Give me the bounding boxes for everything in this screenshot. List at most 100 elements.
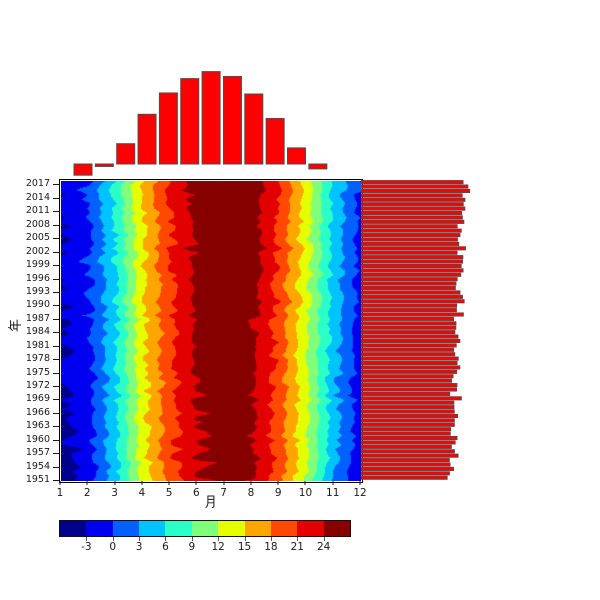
x-tick-label: 11: [326, 487, 340, 499]
legend-tick-mark: [165, 537, 167, 541]
legend-colorbar: [59, 520, 351, 537]
year-bar: [361, 255, 464, 260]
legend-color-cell: [165, 521, 192, 536]
legend-tick-mark: [191, 537, 193, 541]
year-bar: [361, 206, 466, 211]
xlabel-text: 月: [217, 495, 218, 496]
year-bar: [361, 462, 451, 467]
x-tick-label: 1: [56, 487, 64, 499]
year-bar: [361, 237, 458, 242]
y-tick-mark: [53, 399, 59, 401]
y-tick-mark: [53, 291, 59, 293]
year-bar: [361, 374, 454, 379]
x-tick-mark: [359, 481, 361, 485]
year-bar: [361, 400, 455, 405]
y-tick-mark: [53, 412, 59, 414]
y-tick-mark: [53, 345, 59, 347]
x-tick-label: 10: [298, 487, 313, 499]
month-bar: [137, 113, 157, 165]
year-bar: [361, 440, 456, 445]
year-bar: [361, 285, 456, 291]
year-bar: [361, 259, 463, 264]
legend-tick-mark: [244, 537, 246, 541]
year-bar: [361, 290, 461, 295]
year-bar: [361, 303, 458, 308]
x-tick-mark: [114, 481, 116, 485]
y-tick-label: 1993: [25, 285, 50, 297]
year-bar: [361, 413, 459, 419]
year-bar: [361, 435, 458, 441]
y-tick-mark: [53, 211, 59, 213]
year-bar: [361, 246, 466, 251]
year-bar: [361, 197, 466, 202]
x-tick-label: 4: [138, 487, 146, 499]
year-bar: [361, 321, 457, 326]
y-tick-label: 2008: [25, 218, 50, 230]
x-tick-mark: [195, 481, 197, 485]
y-tick-label: 1951: [25, 474, 50, 485]
x-tick-mark: [86, 481, 88, 485]
year-bar: [361, 422, 455, 427]
month-bar: [180, 78, 200, 165]
year-bar: [361, 202, 464, 207]
legend-color-cell: [218, 521, 245, 536]
legend-tick-mark: [270, 537, 272, 541]
year-bar: [361, 263, 462, 269]
year-bar: [361, 396, 462, 401]
y-tick-label: 1987: [25, 312, 50, 324]
y-tick-label: 1960: [25, 433, 50, 445]
x-tick-mark: [168, 481, 170, 485]
y-tick-label: 1984: [25, 326, 50, 338]
year-bar: [361, 272, 462, 277]
monthly-bar-chart: [73, 71, 328, 176]
legend-color-cell: [139, 521, 166, 536]
legend-tick-label: 18: [264, 541, 278, 553]
year-bar: [361, 347, 455, 352]
legend-tick-mark: [297, 537, 299, 541]
x-tick-mark: [141, 481, 143, 485]
month-bar: [287, 147, 306, 165]
x-axis: 1 2 3 4 5 6 7 8 9 10 11 12: [56, 481, 367, 511]
year-bar: [361, 471, 450, 476]
year-bar: [361, 409, 455, 414]
year-bar: [361, 427, 452, 432]
y-tick-label: 1954: [25, 460, 50, 472]
legend-tick-label: 21: [290, 541, 304, 553]
year-bar: [361, 453, 459, 458]
year-bar: [361, 228, 462, 233]
year-bar: [361, 356, 459, 361]
y-tick-mark: [53, 184, 59, 186]
year-bar: [361, 369, 458, 374]
year-bar: [361, 330, 456, 335]
year-bar: [361, 378, 452, 383]
y-tick-label: 2014: [25, 191, 50, 203]
year-cjk-glyph: [8, 319, 21, 332]
year-bar: [361, 458, 450, 463]
y-tick-label: 1978: [25, 353, 50, 365]
year-bar: [361, 334, 459, 339]
month-bar: [244, 93, 264, 165]
x-tick-label: 8: [247, 487, 255, 499]
y-tick-mark: [53, 372, 59, 374]
x-tick-label: 6: [193, 487, 200, 499]
y-tick-mark: [53, 439, 59, 441]
y-tick-label: 1966: [25, 406, 50, 418]
y-tick-mark: [53, 238, 59, 240]
y-tick-mark: [53, 359, 59, 361]
legend-tick-label: -3: [81, 541, 92, 553]
y-tick-label: 2002: [25, 245, 50, 257]
y-tick-label: 2011: [25, 205, 50, 217]
annual-bar-chart: [361, 180, 471, 480]
x-tick-mark: [304, 481, 306, 485]
x-tick-label: 12: [353, 487, 367, 499]
y-tick-label: 1957: [25, 447, 50, 459]
ylabel-year: 年: [8, 319, 21, 332]
y-tick-mark: [53, 278, 59, 280]
y-tick-mark: [53, 251, 59, 253]
x-tick-label: 9: [274, 487, 282, 499]
y-tick-label: 1990: [25, 299, 50, 311]
year-bar: [361, 294, 463, 299]
year-bar: [361, 360, 458, 366]
year-bar: [361, 215, 463, 220]
year-bar: [361, 391, 451, 396]
